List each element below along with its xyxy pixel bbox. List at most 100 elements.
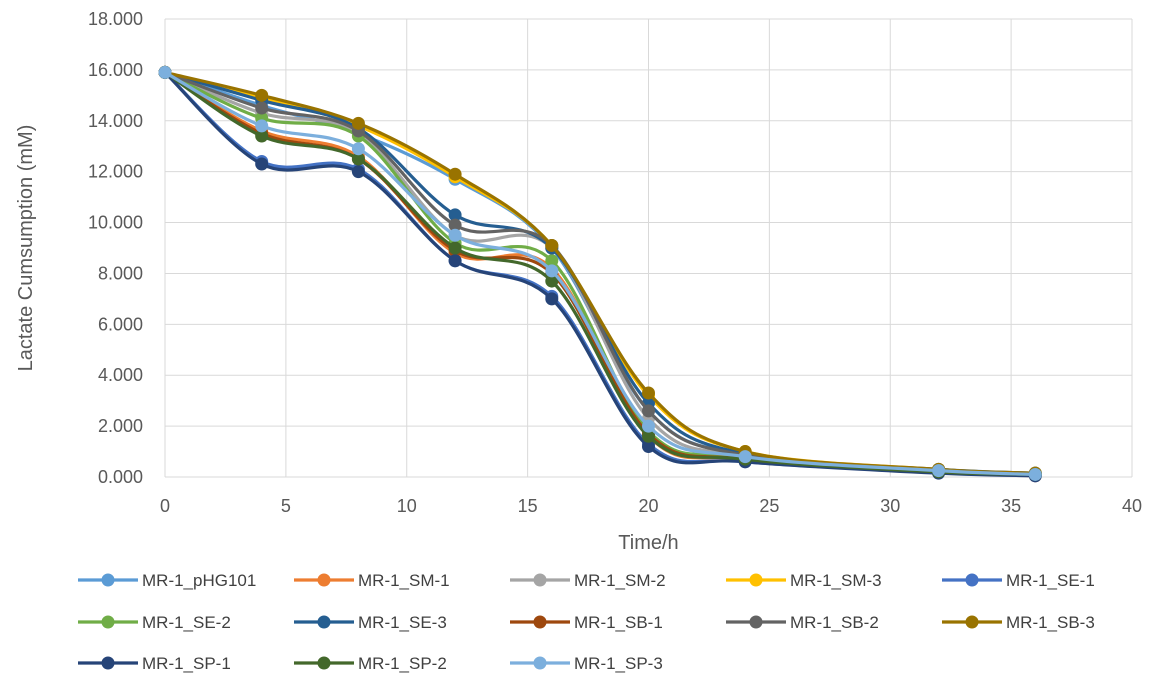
legend-label: MR-1_SM-1 — [358, 571, 450, 590]
data-point — [448, 241, 462, 255]
legend-entry: MR-1_SP-2 — [294, 654, 447, 673]
data-point — [545, 254, 559, 268]
legend-marker — [749, 573, 763, 587]
data-point — [738, 450, 752, 464]
legend-entry: MR-1_SP-3 — [510, 654, 663, 673]
data-point — [545, 264, 559, 278]
y-tick-label: 8.000 — [98, 263, 143, 283]
y-tick-label: 2.000 — [98, 416, 143, 436]
legend-marker — [101, 656, 115, 670]
legend-label: MR-1_SM-3 — [790, 571, 882, 590]
x-axis-title: Time/h — [618, 532, 678, 554]
legend-marker — [533, 656, 547, 670]
legend-marker — [533, 573, 547, 587]
data-point — [158, 65, 172, 79]
x-tick-label: 10 — [397, 496, 417, 516]
legend-label: MR-1_SE-1 — [1006, 571, 1095, 590]
y-tick-label: 12.000 — [88, 162, 143, 182]
legend-entry: MR-1_SB-1 — [510, 613, 663, 632]
x-tick-label: 20 — [638, 496, 658, 516]
y-tick-label: 14.000 — [88, 111, 143, 131]
x-tick-label: 35 — [1001, 496, 1021, 516]
legend-marker — [533, 615, 547, 629]
legend: MR-1_pHG101 MR-1_SM-1 MR-1_SM-2 MR-1_SM-3 MR… — [78, 571, 1095, 673]
legend-label: MR-1_SE-2 — [142, 613, 231, 632]
data-point — [351, 152, 365, 166]
data-point — [255, 129, 269, 143]
legend-entry: MR-1_SB-2 — [726, 613, 879, 632]
data-point — [545, 292, 559, 306]
legend-marker — [317, 615, 331, 629]
data-point — [642, 419, 655, 433]
legend-label: MR-1_SP-3 — [574, 654, 663, 673]
x-tick-label: 30 — [880, 496, 900, 516]
y-tick-label: 0.000 — [98, 467, 143, 487]
data-point — [351, 165, 365, 179]
x-tick-label: 40 — [1122, 496, 1142, 516]
legend-entry: MR-1_SE-3 — [294, 613, 447, 632]
legend-entry: MR-1_pHG101 — [78, 571, 256, 590]
y-tick-label: 16.000 — [88, 60, 143, 80]
legend-entry: MR-1_SM-3 — [726, 571, 882, 590]
data-point — [448, 208, 462, 222]
series-MR-1_SP-1 — [158, 65, 1042, 483]
legend-entry: MR-1_SB-3 — [942, 613, 1095, 632]
y-tick-label: 6.000 — [98, 314, 143, 334]
legend-marker — [317, 573, 331, 587]
legend-marker — [101, 615, 115, 629]
data-point — [932, 464, 946, 478]
data-point — [255, 157, 269, 171]
legend-label: MR-1_SB-2 — [790, 613, 879, 632]
legend-label: MR-1_SP-1 — [142, 654, 231, 673]
data-point — [448, 167, 462, 181]
legend-label: MR-1_SB-3 — [1006, 613, 1095, 632]
series-MR-1_SM-1 — [158, 65, 1042, 483]
data-point — [642, 429, 655, 443]
legend-entry: MR-1_SM-1 — [294, 571, 450, 590]
legend-marker — [101, 573, 115, 587]
data-point — [448, 218, 462, 232]
y-tick-label: 4.000 — [98, 365, 143, 385]
legend-label: MR-1_SB-1 — [574, 613, 663, 632]
data-point — [642, 404, 655, 418]
data-point — [448, 254, 462, 268]
data-point — [545, 238, 559, 252]
legend-label: MR-1_SM-2 — [574, 571, 666, 590]
x-tick-label: 15 — [518, 496, 538, 516]
data-point — [351, 116, 365, 130]
data-point — [1028, 467, 1042, 481]
x-tick-label: 0 — [160, 496, 170, 516]
legend-entry: MR-1_SM-2 — [510, 571, 666, 590]
series-MR-1_SM-3 — [158, 65, 1042, 480]
y-tick-label: 10.000 — [88, 213, 143, 233]
tick-labels: 0.000 2.000 4.000 6.000 8.000 10.000 12.000 14.… — [88, 9, 1142, 516]
series-MR-1_SB-3 — [158, 65, 1042, 480]
series-MR-1_SE-3 — [158, 65, 1042, 480]
data-point — [545, 274, 559, 288]
legend-marker — [965, 615, 979, 629]
legend-marker — [965, 573, 979, 587]
data-point — [351, 142, 365, 156]
series-lines — [158, 65, 1042, 483]
y-axis-title: Lactate Cumsumption (mM) — [15, 125, 37, 372]
data-point — [642, 439, 655, 453]
series-MR-1_SP-3 — [158, 65, 1042, 481]
series-MR-1_SE-1 — [158, 65, 1042, 483]
data-point — [255, 119, 269, 133]
legend-marker — [317, 656, 331, 670]
legend-label: MR-1_pHG101 — [142, 571, 256, 590]
legend-entry: MR-1_SE-1 — [942, 571, 1095, 590]
data-point — [255, 88, 269, 102]
x-tick-label: 25 — [759, 496, 779, 516]
y-tick-label: 18.000 — [88, 9, 143, 29]
series-line — [164, 71, 1036, 477]
data-point — [642, 386, 655, 400]
legend-label: MR-1_SP-2 — [358, 654, 447, 673]
legend-entry: MR-1_SE-2 — [78, 613, 231, 632]
data-point — [255, 101, 269, 115]
data-point — [448, 228, 462, 242]
x-tick-label: 5 — [281, 496, 291, 516]
legend-entry: MR-1_SP-1 — [78, 654, 231, 673]
